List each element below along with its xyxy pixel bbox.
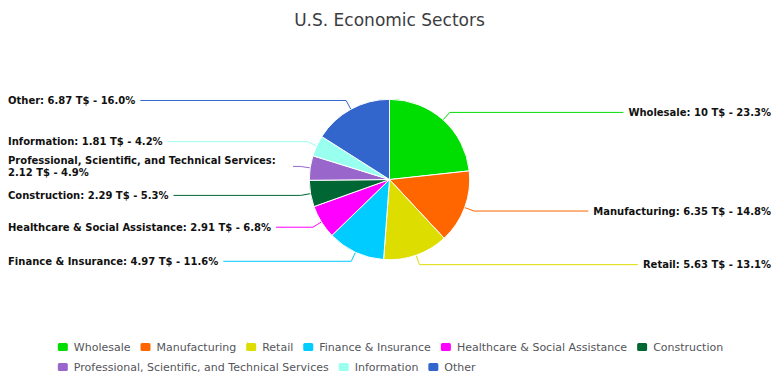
svg-text:Healthcare & Social Assistance: Healthcare & Social Assistance: [457, 341, 627, 354]
svg-text:Other: 6.87 T$ - 16.0%: Other: 6.87 T$ - 16.0%: [8, 95, 135, 106]
svg-text:Manufacturing: Manufacturing: [157, 341, 237, 354]
svg-text:Construction: 2.29 T$ - 5.3%: Construction: 2.29 T$ - 5.3%: [8, 190, 169, 201]
svg-text:Healthcare & Social Assistance: Healthcare & Social Assistance: 2.91 T$ …: [8, 222, 271, 233]
svg-text:Retail: 5.63 T$ - 13.1%: Retail: 5.63 T$ - 13.1%: [643, 259, 771, 270]
svg-text:Finance & Insurance: Finance & Insurance: [319, 341, 431, 354]
svg-text:Professional, Scientific, and: Professional, Scientific, and Technical …: [74, 361, 329, 374]
svg-text:2.12 T$ - 4.9%: 2.12 T$ - 4.9%: [8, 167, 89, 178]
svg-text:Professional, Scientific, and: Professional, Scientific, and Technical …: [8, 155, 279, 166]
svg-text:Retail: Retail: [262, 341, 293, 354]
svg-text:Manufacturing: 6.35 T$ - 14.8%: Manufacturing: 6.35 T$ - 14.8%: [593, 206, 771, 217]
svg-text:Other: Other: [444, 361, 476, 374]
svg-text:Construction: Construction: [653, 341, 723, 354]
svg-text:Wholesale: 10 T$ - 23.3%: Wholesale: 10 T$ - 23.3%: [628, 107, 771, 118]
svg-text:Wholesale: Wholesale: [74, 341, 131, 354]
svg-text:Information: Information: [355, 361, 419, 374]
svg-text:Finance & Insurance: 4.97 T$ -: Finance & Insurance: 4.97 T$ - 11.6%: [8, 256, 218, 267]
svg-text:Information: 1.81 T$ - 4.2%: Information: 1.81 T$ - 4.2%: [8, 136, 163, 147]
svg-text:U.S. Economic Sectors: U.S. Economic Sectors: [294, 10, 485, 30]
